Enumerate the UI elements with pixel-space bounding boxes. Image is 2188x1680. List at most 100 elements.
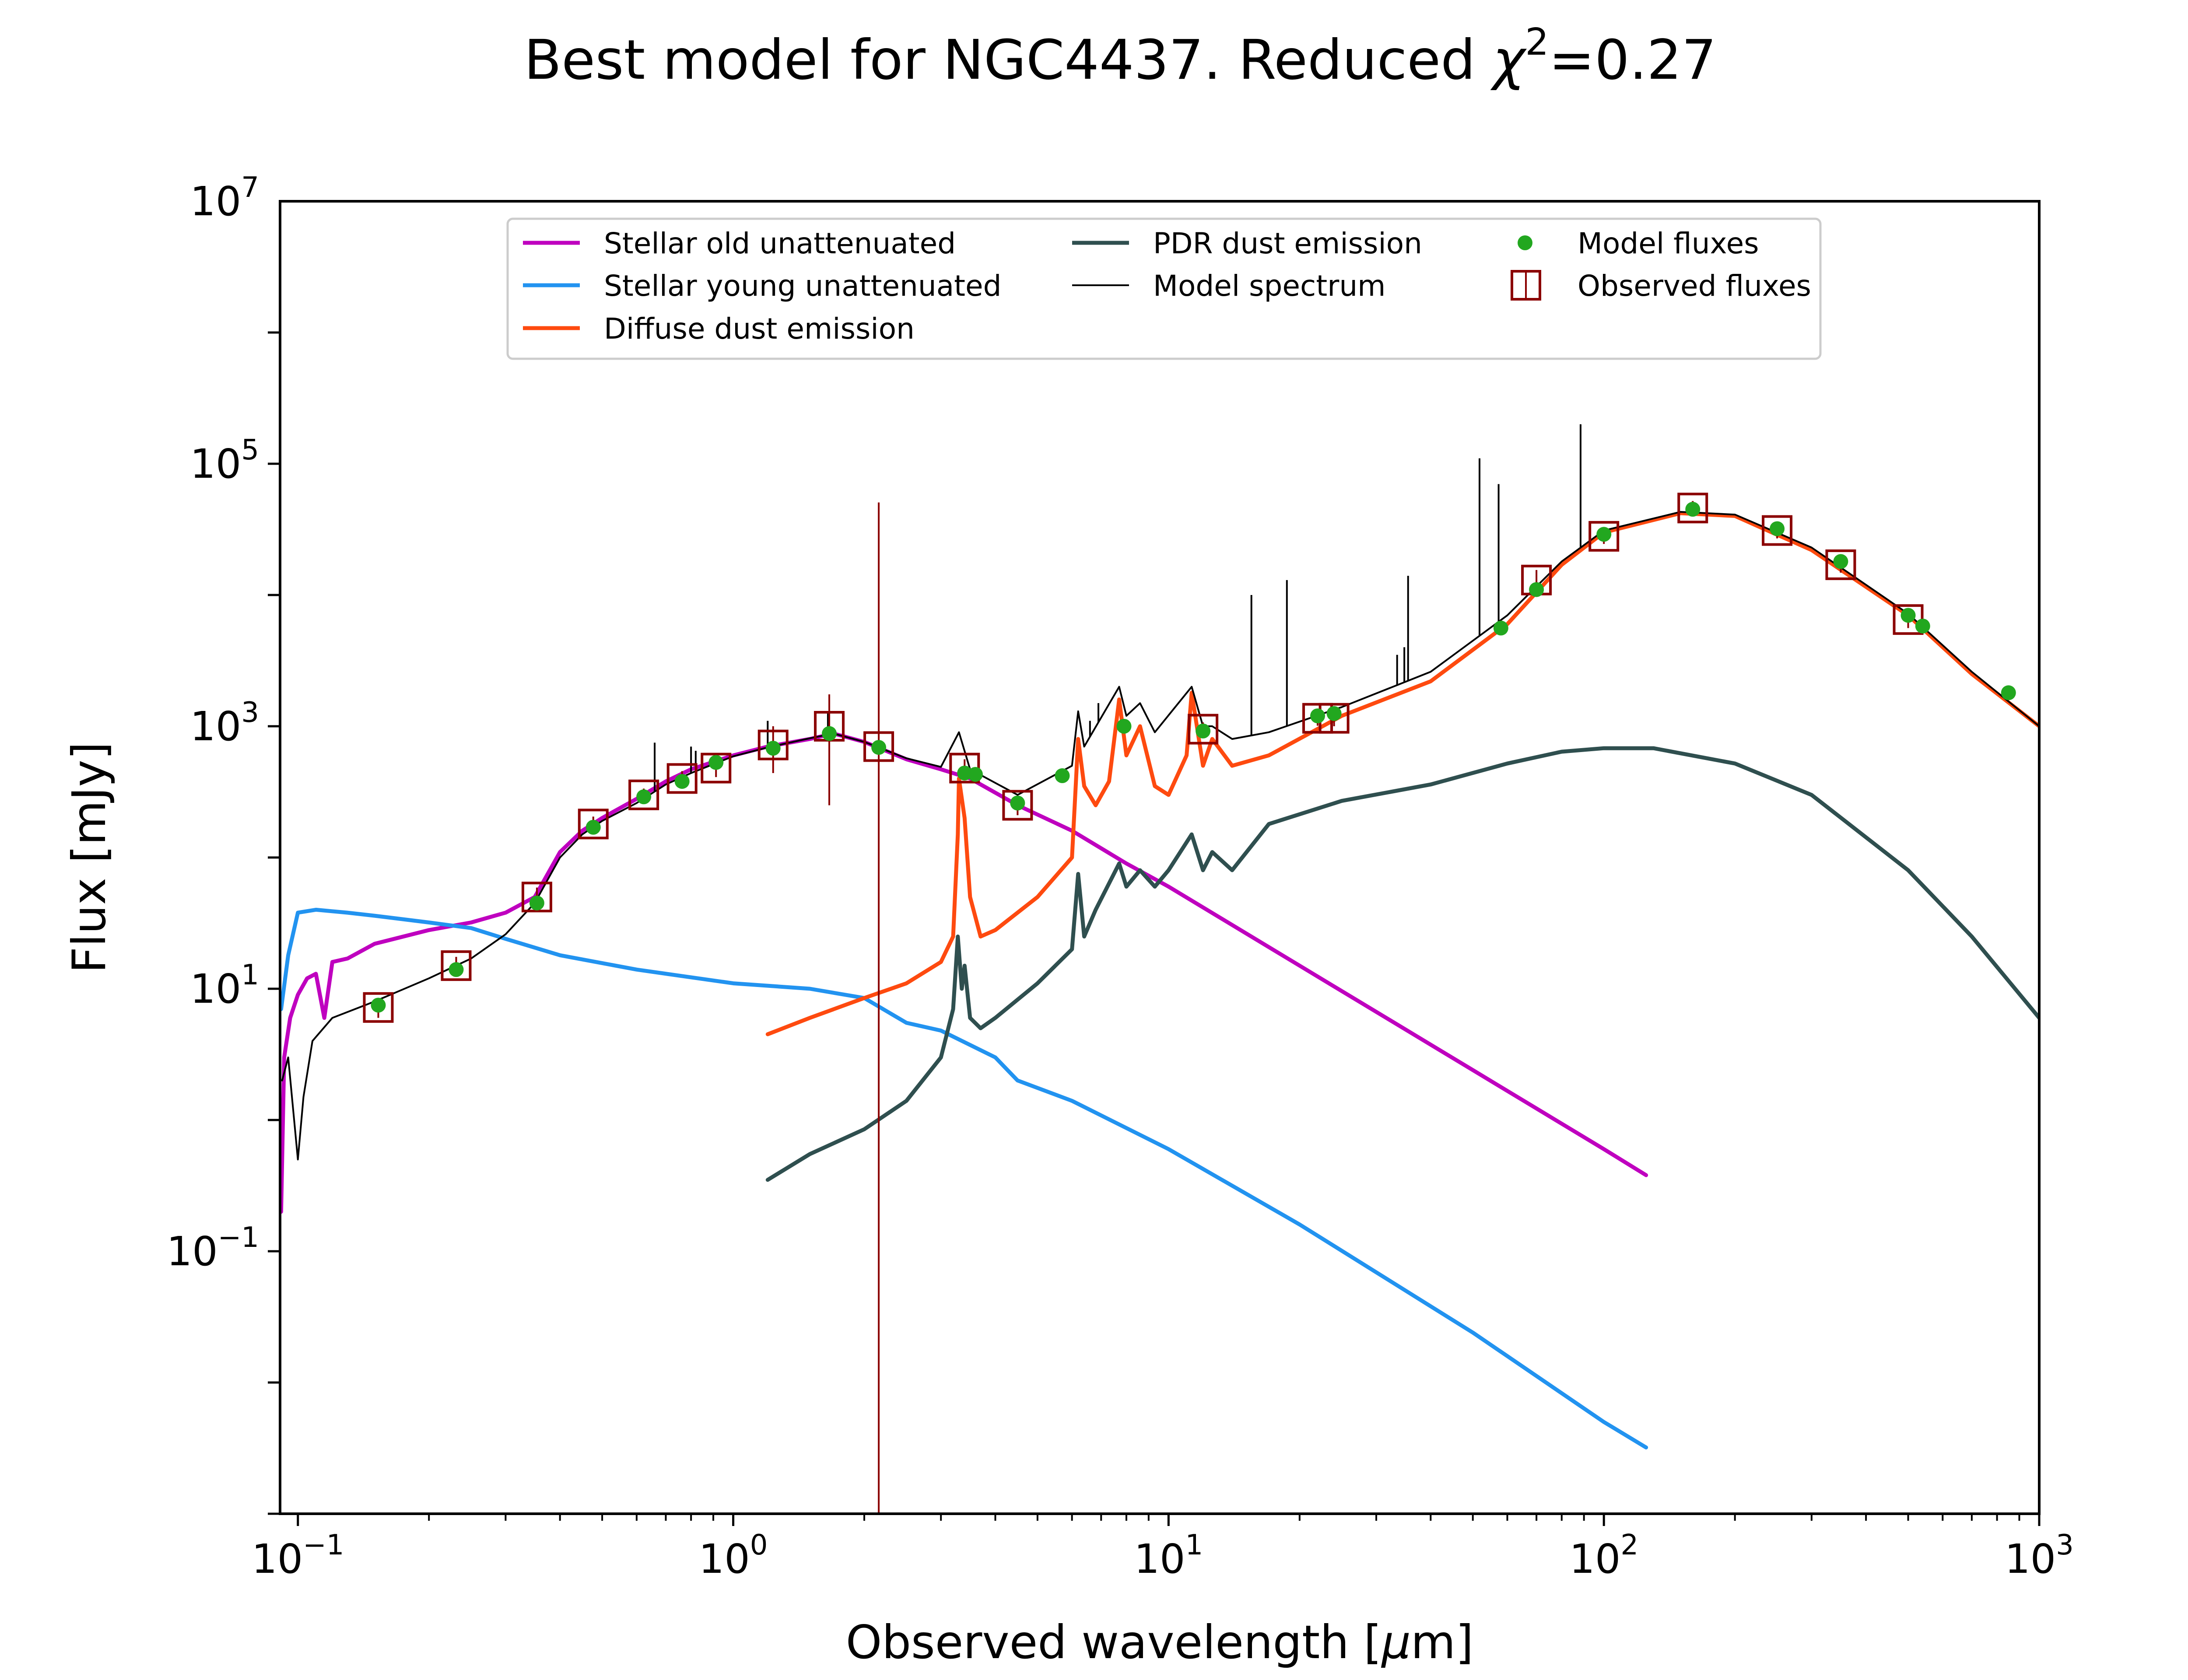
series-line-stellar-young-unattenuated [280,907,1648,1449]
y-tick-label-exponent: 7 [241,172,259,204]
model-flux-point [1116,719,1132,734]
model-flux-point [822,726,837,741]
model-flux-point [2001,685,2016,700]
chart-title-prefix: Best model for NGC4437. Reduced [524,28,1493,92]
chart-title: Best model for NGC4437. Reduced χ2=0.27 [524,21,1717,92]
model-fluxes-layer [371,502,2016,1013]
series-line-stellar-old-unattenuated [280,732,1648,1214]
y-tick-label-base: 10 [167,1228,218,1275]
legend-label: Stellar old unattenuated [604,227,956,260]
x-tick-label-exponent: −1 [303,1529,344,1561]
legend-label: Model fluxes [1578,227,1759,260]
x-tick-label-base: 10 [2005,1536,2056,1582]
model-flux-point [1196,723,1211,738]
model-flux-point [1770,521,1785,536]
x-tick-label: 100 [699,1529,768,1582]
legend-label: Stellar young unattenuated [604,269,1002,303]
x-tick-label: 102 [1569,1529,1638,1582]
x-axis-label-unit-tail: m] [1411,1616,1473,1669]
x-tick-label: 103 [2005,1529,2074,1582]
legend-label: Diffuse dust emission [604,312,915,346]
observed-flux-marker [863,731,894,762]
y-tick-label-base: 10 [190,703,241,750]
series-line-pdr-dust-emission [765,746,2039,1182]
legend-label: PDR dust emission [1153,227,1422,260]
x-tick-label: 10−1 [252,1529,344,1582]
x-tick-label-exponent: 3 [2056,1529,2074,1561]
model-flux-point [529,896,544,911]
model-flux-point [449,962,464,977]
legend-box [506,217,1822,360]
x-tick-label-exponent: 2 [1620,1529,1638,1561]
observed-flux-marker [666,763,698,794]
series-line-diffuse-dust-emission [765,511,2039,1036]
y-tick-label-base: 10 [190,178,241,225]
model-flux-point [371,998,386,1013]
y-tick-label-exponent: 3 [241,696,259,729]
model-flux-point [1900,608,1916,623]
x-tick-label-exponent: 1 [1185,1529,1203,1561]
model-flux-point [1310,708,1325,724]
model-flux-point [871,740,887,755]
model-flux-point [765,741,781,756]
model-flux-point [708,755,724,770]
y-tick-label: 107 [190,172,259,225]
chart-title-suffix: =0.27 [1549,28,1716,92]
x-axis-label-mu: μ [1381,1616,1411,1669]
y-tick-label: 105 [190,434,259,487]
x-axis-label: Observed wavelength [μm] [846,1616,1474,1669]
observed-flux-marker [363,992,394,1023]
observed-flux-marker [441,950,472,981]
legend-swatch-dot [1518,235,1532,250]
y-tick-label-base: 10 [190,441,241,487]
model-flux-point [1915,618,1930,634]
observed-flux-marker [1188,714,1219,745]
observed-flux-marker [1002,790,1033,821]
model-flux-point [968,766,983,782]
model-flux-point [1010,795,1025,811]
observed-flux-marker [1588,521,1620,552]
series-layer [280,511,2039,1449]
x-tick-label: 101 [1134,1529,1203,1582]
observed-flux-marker [701,752,732,784]
observed-flux-marker [628,779,659,810]
y-tick-label-exponent: −1 [218,1222,259,1254]
legend-label: Model spectrum [1153,269,1385,303]
observed-flux-marker [1677,493,1708,524]
x-tick-label-base: 10 [1134,1536,1185,1582]
model-flux-point [1326,706,1342,721]
model-flux-point [1833,554,1848,569]
y-tick-label-exponent: 1 [241,959,259,991]
emission-lines-layer [654,424,1581,792]
x-tick-label-base: 10 [252,1536,303,1582]
chart-title-chi: χ [1490,28,1527,92]
observed-flux-marker [757,729,789,760]
model-flux-point [1596,527,1612,542]
y-tick-label: 103 [190,696,259,750]
x-tick-label-base: 10 [1569,1536,1620,1582]
model-flux-point [1493,620,1508,636]
model-flux-point [1685,502,1701,517]
model-flux-point [586,819,601,835]
y-tick-label-exponent: 5 [241,434,259,466]
x-axis-label-text: Observed wavelength [ [846,1616,1382,1669]
y-tick-label-base: 10 [190,966,241,1012]
legend-label: Observed fluxes [1578,269,1811,303]
legend: Stellar old unattenuated Stellar young un… [506,217,1822,360]
y-tick-label: 10−1 [167,1222,259,1275]
observed-flux-marker [1825,549,1856,580]
observed-flux-marker [1762,515,1793,546]
x-tick-label-exponent: 0 [750,1529,768,1561]
model-flux-point [636,789,652,805]
y-axis-label: Flux [mJy] [63,742,116,973]
chart-title-chi-exponent: 2 [1525,21,1549,64]
model-flux-point [957,765,972,780]
observed-flux-marker [521,882,552,913]
model-flux-point [1529,582,1544,597]
observed-flux-marker [578,808,609,840]
x-tick-label-base: 10 [699,1536,750,1582]
y-tick-label: 101 [190,959,259,1012]
x-axis-ticks: 10−1 100 101 102 103 [252,1514,2074,1582]
